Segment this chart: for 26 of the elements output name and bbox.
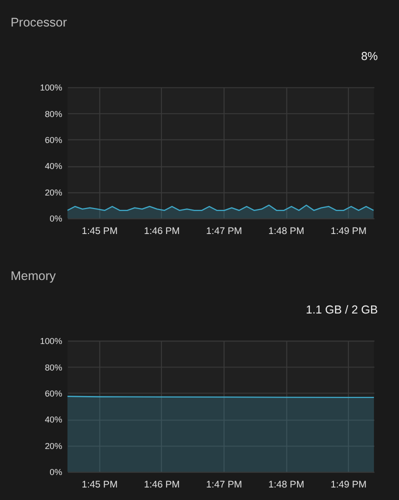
y-tick-label: 0%: [50, 214, 62, 224]
text: 1.1 GB / 2 GB: [306, 304, 378, 317]
x-tick-label: 1:47 PM: [206, 480, 242, 491]
x-tick-label: 1:46 PM: [144, 480, 180, 491]
x-tick-label: 1:46 PM: [144, 226, 180, 238]
y-tick-label: 100%: [40, 336, 62, 346]
y-tick-label: 40%: [44, 414, 62, 425]
y-tick-label: 80%: [44, 362, 62, 372]
x-tick-label: 1:49 PM: [330, 226, 366, 238]
y-tick-label: 60%: [44, 388, 62, 398]
y-tick-label: 0%: [50, 467, 62, 478]
y-tick-label: 40%: [44, 161, 62, 172]
y-tick-label: 80%: [44, 108, 62, 119]
chart-title: Memory: [10, 268, 57, 283]
y-tick-label: 60%: [44, 135, 62, 145]
y-tick-label: 20%: [44, 440, 62, 451]
x-tick-label: 1:45 PM: [82, 480, 118, 491]
x-tick-label: 1:48 PM: [268, 480, 304, 491]
y-tick-label: 20%: [44, 187, 62, 198]
chart-title: Processor: [10, 15, 67, 30]
x-tick-label: 1:49 PM: [330, 480, 366, 491]
x-tick-label: 1:48 PM: [268, 226, 304, 238]
x-tick-label: 1:47 PM: [206, 226, 242, 238]
y-tick-label: 100%: [40, 82, 62, 93]
text: 8%: [361, 51, 378, 64]
x-tick-label: 1:45 PM: [82, 226, 118, 238]
